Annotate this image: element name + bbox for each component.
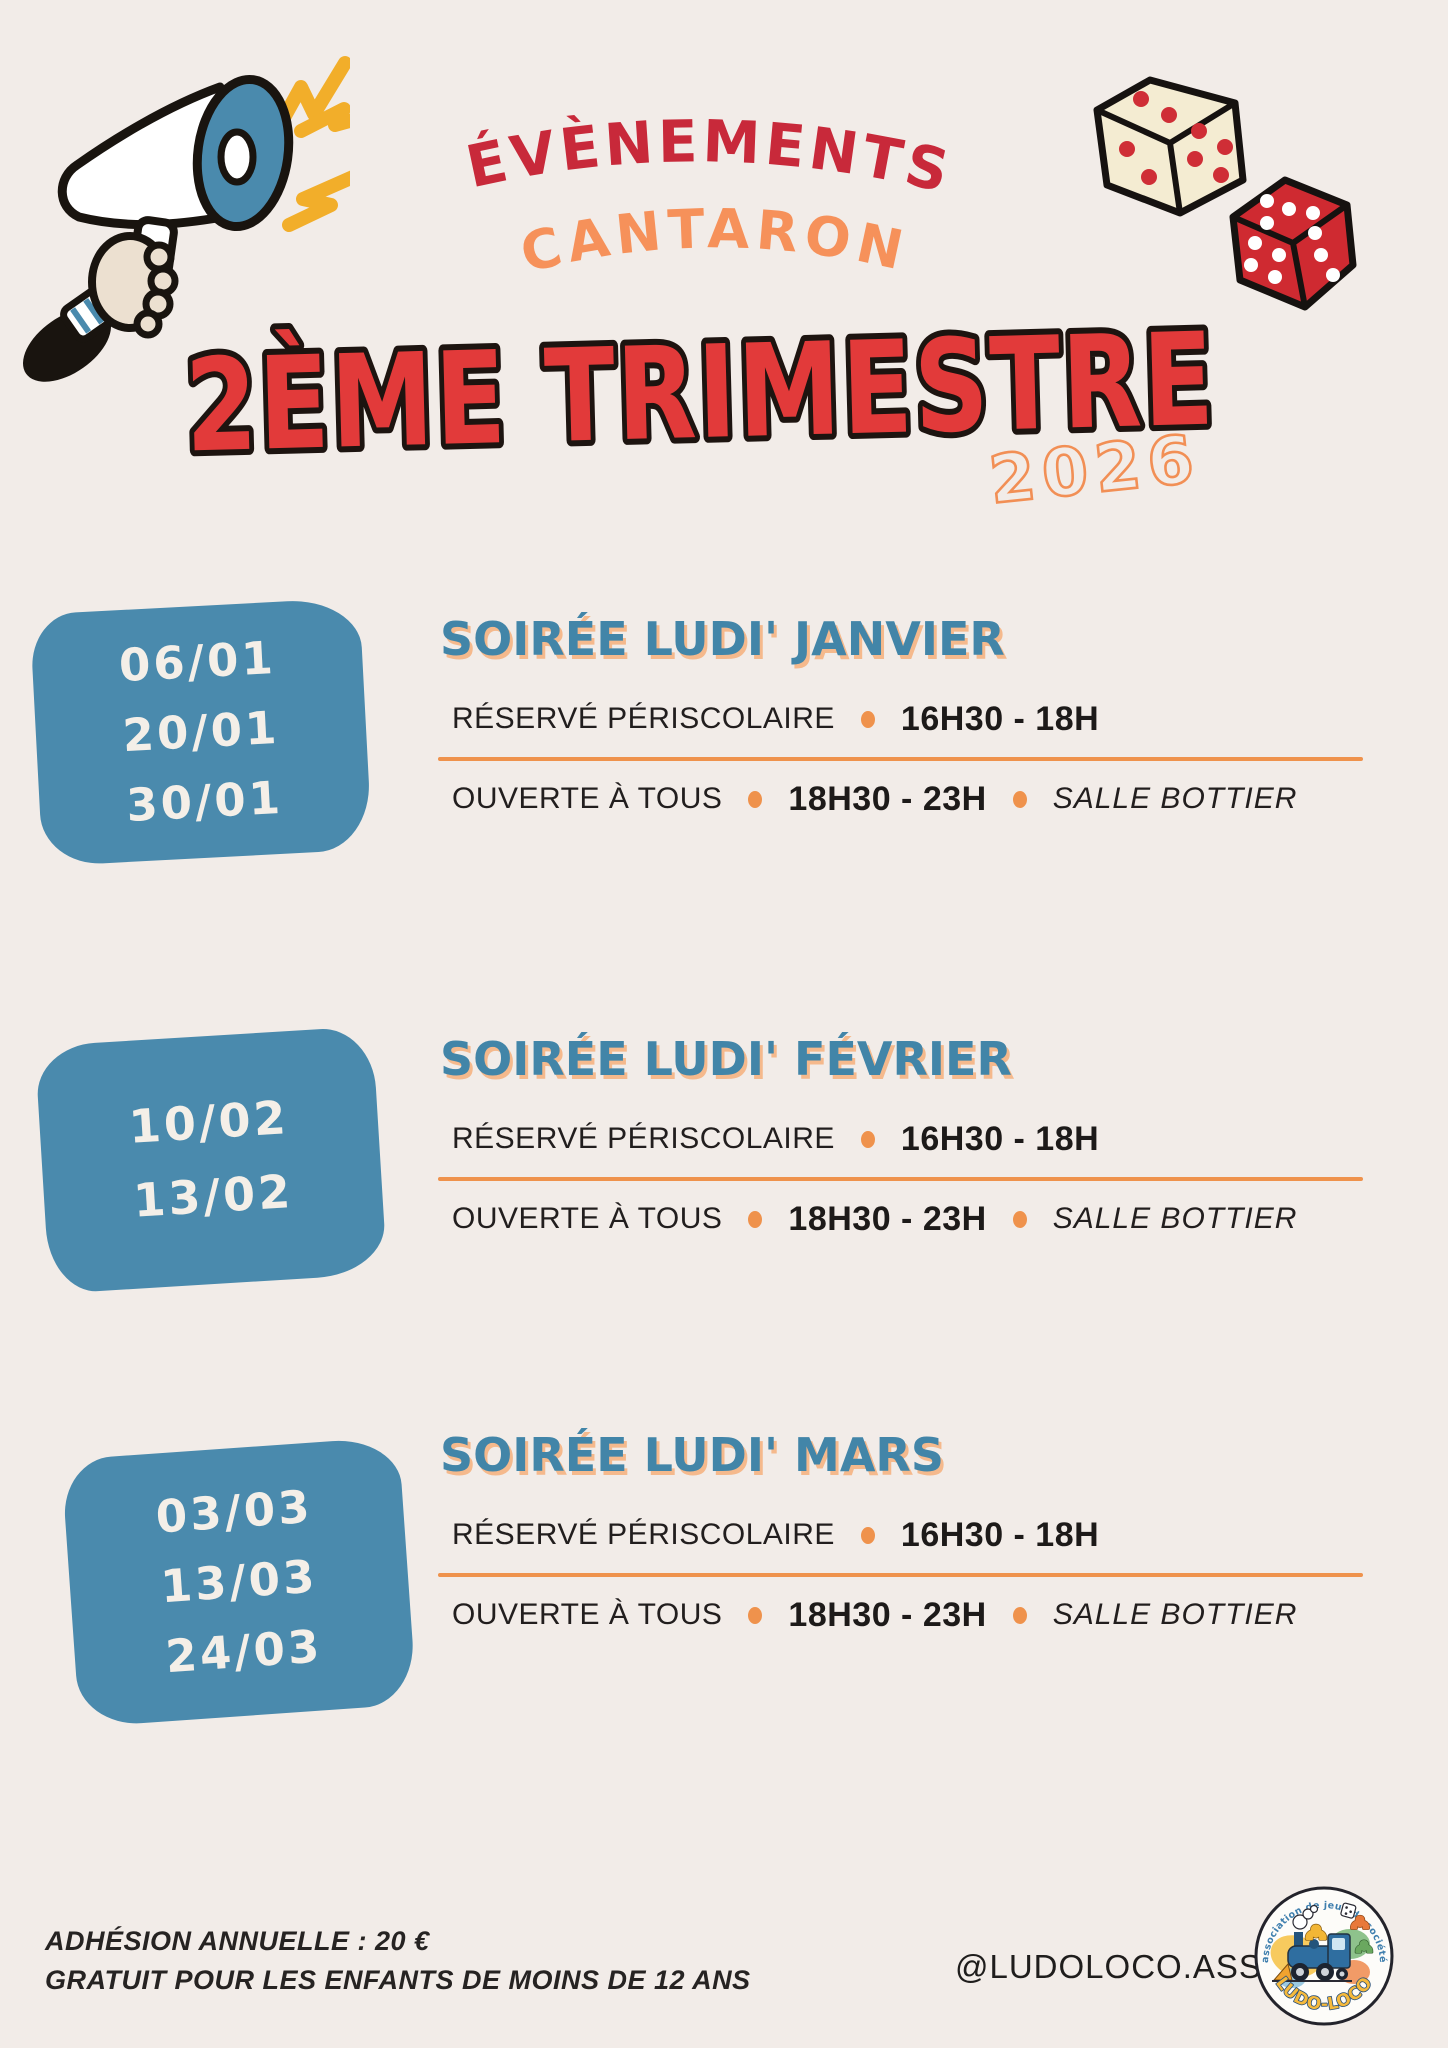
- date-text: 03/03: [154, 1480, 315, 1544]
- date-text: 13/02: [131, 1164, 295, 1228]
- divider-line: [438, 1573, 1363, 1577]
- free-children-text: GRATUIT POUR LES ENFANTS DE MOINS DE 12 …: [45, 1965, 751, 1996]
- hand-fist: [88, 232, 179, 339]
- time-range: 18H30 - 23H: [788, 779, 987, 818]
- event-title: SOIRÉE LUDI' FÉVRIER: [440, 1032, 1012, 1086]
- bullet-dot-icon: [860, 710, 875, 728]
- logo-train-icon: [1272, 1904, 1352, 1982]
- megaphone-bell-hole: [217, 128, 257, 186]
- event-mars: SOIRÉE LUDI' MARS RÉSERVÉ PÉRISCOLAIRE 1…: [438, 1428, 1378, 1638]
- bullet-dot-icon: [860, 1130, 875, 1148]
- divider-line: [438, 757, 1363, 761]
- time-range: 16H30 - 18H: [900, 1515, 1100, 1554]
- social-handle: @LUDOLOCO.ASSO: [955, 1948, 1289, 1985]
- event-row-periscolaire: RÉSERVÉ PÉRISCOLAIRE 16H30 - 18H: [438, 696, 1378, 742]
- title-word2-text: CANTARON: [515, 197, 909, 285]
- bullet-dot-icon: [748, 790, 763, 808]
- bullet-dot-icon: [1012, 790, 1027, 808]
- year-text: 2026: [986, 420, 1205, 519]
- event-row-periscolaire: RÉSERVÉ PÉRISCOLAIRE 16H30 - 18H: [438, 1512, 1378, 1558]
- header-title-word2: CANTARON: [515, 197, 915, 285]
- time-range: 16H30 - 18H: [900, 1119, 1100, 1158]
- logo-die-icon: [1340, 1902, 1357, 1919]
- time-range: 16H30 - 18H: [900, 699, 1100, 738]
- audience-label: OUVERTE À TOUS: [452, 1202, 723, 1235]
- ludo-loco-logo: association de jeux de société: [1254, 1886, 1394, 2026]
- event-title: SOIRÉE LUDI' MARS: [440, 1428, 944, 1482]
- bullet-dot-icon: [748, 1210, 763, 1228]
- trimester-text: 2ÈME TRIMESTRE: [183, 305, 1217, 482]
- date-text: 20/01: [121, 701, 281, 763]
- date-text: 24/03: [163, 1619, 324, 1684]
- bullet-dot-icon: [1012, 1606, 1027, 1624]
- event-row-tous: OUVERTE À TOUS 18H30 - 23H SALLE BOTTIER: [438, 1592, 1378, 1638]
- cream-die-icon: [1093, 76, 1247, 217]
- event-row-tous: OUVERTE À TOUS 18H30 - 23H SALLE BOTTIER: [438, 1196, 1378, 1242]
- bullet-dot-icon: [860, 1526, 875, 1544]
- header-title-word1: ÉVÈNEMENTS: [460, 107, 955, 207]
- divider-line: [438, 1177, 1363, 1181]
- time-range: 18H30 - 23H: [788, 1199, 987, 1238]
- audience-label: OUVERTE À TOUS: [452, 782, 723, 815]
- audience-label: RÉSERVÉ PÉRISCOLAIRE: [452, 1122, 835, 1155]
- date-text: 10/02: [127, 1090, 291, 1155]
- red-die-icon: [1229, 176, 1357, 311]
- bullet-dot-icon: [748, 1606, 763, 1624]
- audience-label: OUVERTE À TOUS: [452, 1598, 723, 1631]
- event-title: SOIRÉE LUDI' JANVIER: [440, 612, 1005, 666]
- date-text: 30/01: [125, 770, 285, 832]
- event-row-tous: OUVERTE À TOUS 18H30 - 23H SALLE BOTTIER: [438, 776, 1378, 822]
- dice-icon: [1093, 76, 1357, 311]
- year-label: 2026: [984, 419, 1205, 520]
- event-fevrier: SOIRÉE LUDI' FÉVRIER RÉSERVÉ PÉRISCOLAIR…: [438, 1032, 1378, 1242]
- event-row-periscolaire: RÉSERVÉ PÉRISCOLAIRE 16H30 - 18H: [438, 1116, 1378, 1162]
- megaphone-icon: [23, 56, 350, 382]
- date-text: 13/03: [158, 1549, 319, 1614]
- footer-note: ADHÉSION ANNUELLE : 20 € GRATUIT POUR LE…: [45, 1922, 751, 2000]
- trimester-title: 2ÈME TRIMESTRE: [177, 299, 1223, 488]
- audience-label: RÉSERVÉ PÉRISCOLAIRE: [452, 1518, 835, 1551]
- time-range: 18H30 - 23H: [788, 1595, 987, 1634]
- svg-text:CANTARON: CANTARON: [515, 197, 915, 285]
- bullet-dot-icon: [1012, 1210, 1027, 1228]
- venue-label: SALLE BOTTIER: [1052, 1202, 1298, 1235]
- date-badge-mars: 03/03 13/03 24/03: [61, 1436, 417, 1728]
- date-text: 06/01: [117, 631, 277, 693]
- event-janvier: SOIRÉE LUDI' JANVIER RÉSERVÉ PÉRISCOLAIR…: [438, 612, 1378, 822]
- venue-label: SALLE BOTTIER: [1052, 782, 1298, 815]
- date-badge-janvier: 06/01 20/01 30/01: [29, 597, 373, 867]
- membership-fee-text: ADHÉSION ANNUELLE : 20 €: [45, 1926, 430, 1956]
- venue-label: SALLE BOTTIER: [1052, 1598, 1298, 1631]
- audience-label: RÉSERVÉ PÉRISCOLAIRE: [452, 702, 835, 735]
- date-badge-fevrier: 10/02 13/02: [34, 1025, 388, 1295]
